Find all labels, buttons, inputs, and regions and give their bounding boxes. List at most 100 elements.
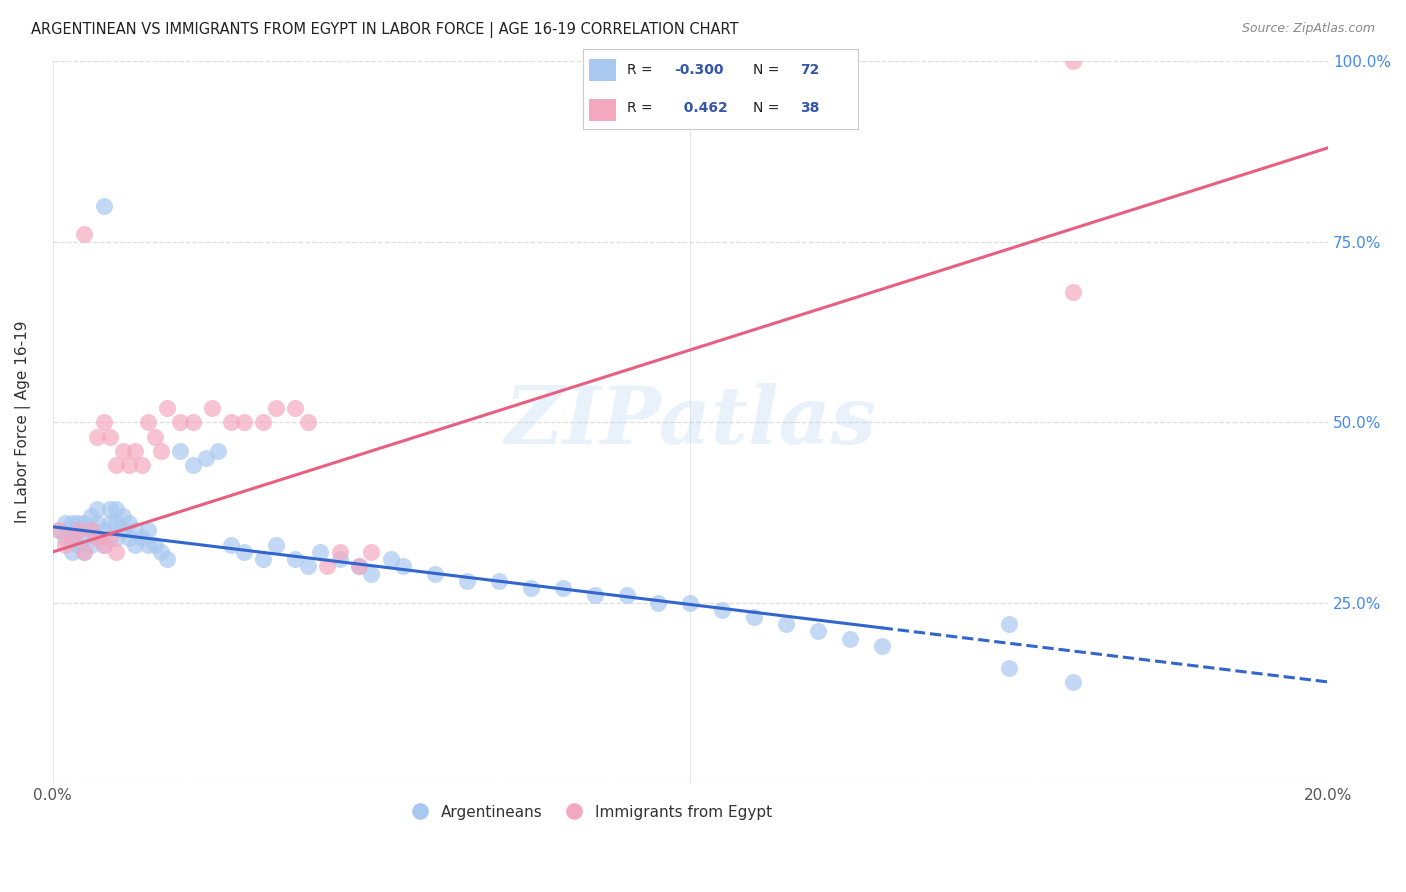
Point [93,538,115,552]
Point [48,524,70,538]
Point [207,444,229,458]
Point [742,610,765,624]
Point [380,552,402,566]
Point [105,458,128,473]
Text: R =: R = [627,102,658,115]
Point [86,531,108,545]
Point [456,574,478,588]
Point [105,545,128,559]
Text: Source: ZipAtlas.com: Source: ZipAtlas.com [1241,22,1375,36]
Point [111,524,134,538]
Point [60,516,83,530]
Point [838,632,860,646]
Text: 0.462: 0.462 [673,102,728,115]
Text: ZIPatlas: ZIPatlas [505,384,876,461]
Point [143,429,166,443]
Point [80,508,103,523]
Point [297,415,319,429]
Point [98,429,121,443]
Point [1062,675,1084,690]
Y-axis label: In Labor Force | Age 16-19: In Labor Force | Age 16-19 [15,321,31,524]
Point [136,524,159,538]
Point [425,566,447,581]
Point [169,415,191,429]
Point [309,545,332,559]
Point [86,516,108,530]
Point [583,588,606,602]
Bar [589,59,616,81]
Point [392,559,415,574]
Point [136,415,159,429]
Point [73,545,96,559]
Point [297,559,319,574]
Point [149,444,172,458]
Point [124,538,146,552]
Point [252,415,274,429]
Point [67,538,90,552]
Point [118,531,141,545]
Point [80,524,103,538]
Point [86,429,108,443]
Point [60,531,83,545]
Point [93,538,115,552]
Point [252,552,274,566]
Point [315,559,337,574]
Point [124,524,146,538]
Point [53,531,76,545]
Point [232,545,254,559]
Point [73,531,96,545]
Point [181,458,204,473]
Point [181,415,204,429]
Point [219,415,242,429]
Point [80,524,103,538]
Point [998,617,1021,632]
Point [111,444,134,458]
Point [647,596,669,610]
Point [264,538,287,552]
Point [118,516,141,530]
Text: 38: 38 [800,102,820,115]
Point [194,451,217,466]
Point [156,552,179,566]
Point [520,581,543,595]
Point [679,596,702,610]
Point [67,516,90,530]
Point [53,516,76,530]
Point [86,501,108,516]
Point [360,566,382,581]
Point [93,524,115,538]
Point [111,508,134,523]
Point [328,552,350,566]
Text: ARGENTINEAN VS IMMIGRANTS FROM EGYPT IN LABOR FORCE | AGE 16-19 CORRELATION CHAR: ARGENTINEAN VS IMMIGRANTS FROM EGYPT IN … [31,22,738,38]
Point [284,401,307,415]
Point [201,401,224,415]
Point [80,538,103,552]
Point [711,603,734,617]
Point [67,524,90,538]
Bar [589,99,616,121]
Point [131,531,153,545]
Point [775,617,797,632]
Point [136,538,159,552]
Point [118,458,141,473]
Point [60,545,83,559]
Point [347,559,370,574]
Point [551,581,574,595]
Point [98,516,121,530]
Point [488,574,510,588]
Point [73,516,96,530]
Text: N =: N = [754,63,785,77]
Point [219,538,242,552]
Text: -0.300: -0.300 [673,63,724,77]
Legend: Argentineans, Immigrants from Egypt: Argentineans, Immigrants from Egypt [398,798,778,826]
Point [60,531,83,545]
Text: R =: R = [627,63,658,77]
Point [105,531,128,545]
Point [143,538,166,552]
Point [48,524,70,538]
Point [360,545,382,559]
Point [328,545,350,559]
Point [169,444,191,458]
Point [232,415,254,429]
Point [98,531,121,545]
